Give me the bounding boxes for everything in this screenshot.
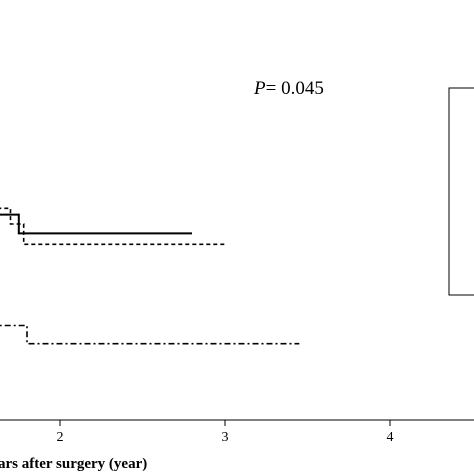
x-axis-label: ars after surgery (year) xyxy=(0,456,147,472)
tick-layer: 2 3 4 xyxy=(57,420,394,445)
x-tick-label: 4 xyxy=(387,430,394,445)
series-line-dash-dot xyxy=(0,324,300,345)
p-value-annotation: P= 0.045 xyxy=(253,78,324,99)
x-tick-label: 2 xyxy=(57,430,64,445)
series-line-solid xyxy=(0,213,192,235)
series-layer xyxy=(0,207,300,345)
p-value-label: P xyxy=(253,78,266,99)
p-value-text: = 0.045 xyxy=(266,78,324,99)
legend-box xyxy=(448,87,474,296)
x-tick-label: 3 xyxy=(222,430,229,445)
series-line-dotted xyxy=(0,207,225,246)
